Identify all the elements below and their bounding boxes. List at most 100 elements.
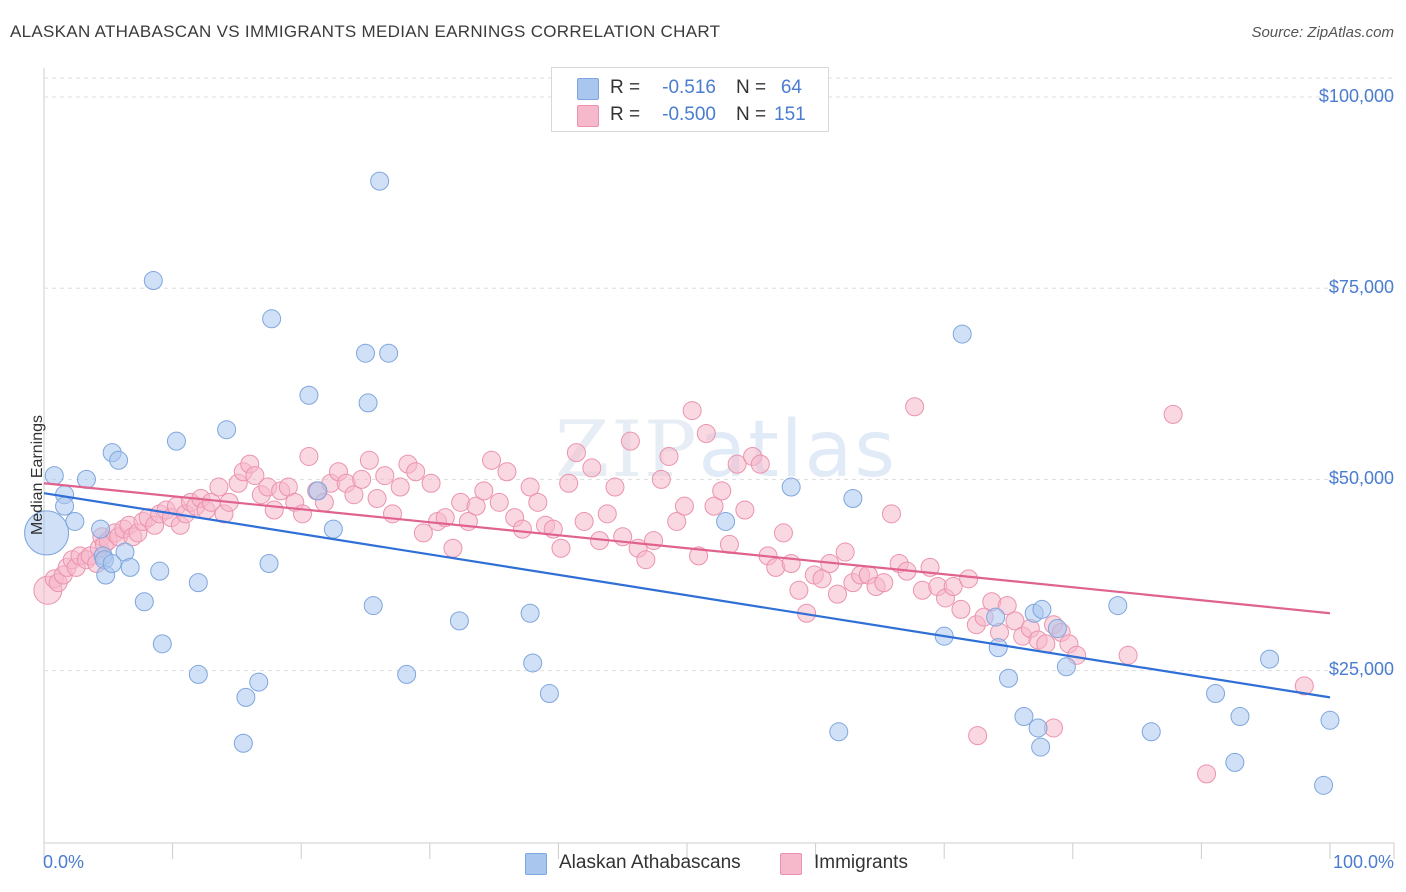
- athabascan-point: [952, 324, 972, 344]
- athabascan-point: [150, 561, 170, 581]
- immigrant-point: [712, 481, 732, 501]
- immigrant-point: [674, 496, 694, 516]
- y-axis-label: Median Earnings: [29, 414, 46, 536]
- immigrant-point: [689, 546, 709, 566]
- athabascan-point: [358, 393, 378, 413]
- athabascan-point: [262, 309, 282, 329]
- athabascan-point: [1047, 619, 1067, 639]
- immigrant-point: [209, 477, 229, 497]
- immigrant-point: [959, 569, 979, 589]
- immigrant-point: [299, 446, 319, 466]
- athabascan-point: [1031, 737, 1051, 757]
- athabascan-point: [233, 733, 253, 753]
- immigrant-point: [696, 424, 716, 444]
- immigrant-point: [497, 462, 517, 482]
- athabascan-point: [539, 684, 559, 704]
- athabascan-point: [134, 592, 154, 612]
- athabascan-point: [24, 510, 70, 556]
- immigrant-point: [1118, 645, 1138, 665]
- y-tick-label-75000: $75,000: [1328, 277, 1394, 297]
- athabascan-point: [523, 653, 543, 673]
- athabascan-point: [1032, 599, 1052, 619]
- immigrant-point: [245, 466, 265, 486]
- n-value: 64: [780, 77, 802, 98]
- athabascan-point: [1108, 596, 1128, 616]
- athabascan-trend-line: [43, 492, 1331, 699]
- immigrant-point: [997, 596, 1017, 616]
- athabascan-point: [1230, 706, 1250, 726]
- immigrants-legend-swatch-icon: [780, 853, 802, 875]
- immigrant-point: [951, 599, 971, 619]
- athabascan-point: [1206, 684, 1226, 704]
- x-tick-label-min: 0.0%: [43, 852, 85, 872]
- immigrant-point: [375, 466, 395, 486]
- immigrant-point: [1294, 676, 1314, 696]
- athabascan-point: [986, 607, 1006, 627]
- immigrant-point: [367, 489, 387, 509]
- immigrant-point: [719, 534, 739, 554]
- immigrant-point: [482, 450, 502, 470]
- n-label: N =: [736, 77, 767, 98]
- immigrant-point: [359, 450, 379, 470]
- athabascans-swatch-icon: [577, 78, 599, 100]
- immigrant-point: [1005, 611, 1025, 631]
- y-tick-label-100000: $100,000: [1318, 86, 1394, 106]
- athabascan-point: [65, 511, 85, 531]
- legend-label: Immigrants: [814, 852, 908, 873]
- athabascan-point: [76, 469, 96, 489]
- athabascan-point: [1314, 775, 1334, 795]
- athabascan-point: [843, 489, 863, 509]
- athabascan-point: [716, 511, 736, 531]
- immigrant-point: [651, 469, 671, 489]
- chart-title: ALASKAN ATHABASCAN VS IMMIGRANTS MEDIAN …: [10, 22, 721, 41]
- athabascan-point: [166, 431, 186, 451]
- y-tick-label-25000: $25,000: [1328, 659, 1394, 679]
- immigrant-point: [605, 477, 625, 497]
- athabascan-point: [1225, 752, 1245, 772]
- immigrant-point: [489, 492, 509, 512]
- athabascan-point: [188, 664, 208, 684]
- athabascan-point: [236, 687, 256, 707]
- immigrant-point: [620, 431, 640, 451]
- athabascan-point: [1141, 722, 1161, 742]
- immigrant-point: [566, 443, 586, 463]
- immigrant-point: [520, 477, 540, 497]
- immigrant-point: [421, 473, 441, 493]
- immigrant-point: [435, 508, 455, 528]
- immigrant-point: [443, 538, 463, 558]
- r-label: R =: [610, 77, 641, 98]
- immigrant-point: [874, 573, 894, 593]
- athabascan-point: [520, 603, 540, 623]
- athabascan-point: [379, 343, 399, 363]
- immigrant-point: [512, 519, 532, 539]
- immigrant-point: [682, 401, 702, 421]
- immigrant-point: [881, 504, 901, 524]
- athabascan-point: [102, 554, 122, 574]
- immigrant-point: [704, 496, 724, 516]
- immigrant-point: [574, 511, 594, 531]
- athabascan-point: [1320, 710, 1340, 730]
- athabascan-point: [109, 450, 129, 470]
- athabascan-point: [152, 634, 172, 654]
- immigrant-point: [659, 446, 679, 466]
- immigrant-point: [789, 580, 809, 600]
- immigrant-point: [292, 504, 312, 524]
- athabascans-legend-swatch-icon: [525, 853, 547, 875]
- immigrant-point: [559, 473, 579, 493]
- immigrant-point: [582, 458, 602, 478]
- immigrant-point: [1197, 764, 1217, 784]
- athabascan-point: [829, 722, 849, 742]
- athabascan-point: [449, 611, 469, 631]
- chart-legend: Alaskan Athabascans Immigrants: [0, 852, 1406, 878]
- immigrant-point: [827, 584, 847, 604]
- immigrant-point: [597, 504, 617, 524]
- athabascan-point: [55, 496, 75, 516]
- athabascan-point: [1056, 657, 1076, 677]
- athabascan-point: [120, 557, 140, 577]
- immigrant-point: [406, 462, 426, 482]
- immigrant-point: [264, 500, 284, 520]
- immigrant-point: [390, 477, 410, 497]
- athabascan-point: [217, 420, 237, 440]
- athabascan-point: [781, 477, 801, 497]
- y-tick-label-50000: $50,000: [1328, 468, 1394, 488]
